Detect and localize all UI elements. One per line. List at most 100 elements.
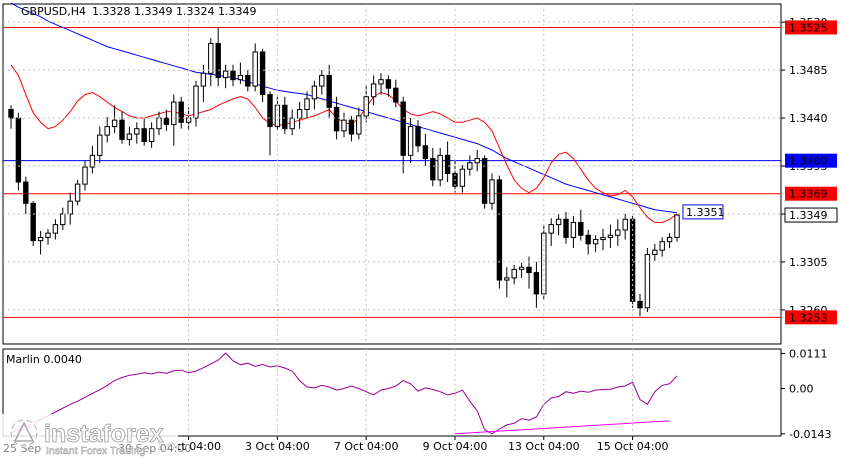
candle-body[interactable] bbox=[504, 277, 510, 281]
candle-body[interactable] bbox=[252, 51, 258, 87]
candle-body[interactable] bbox=[400, 101, 406, 156]
candle-body[interactable] bbox=[496, 179, 503, 281]
candle-body[interactable] bbox=[289, 117, 295, 130]
candle-body[interactable] bbox=[178, 101, 184, 123]
candle-body[interactable] bbox=[67, 200, 73, 215]
candle-body[interactable] bbox=[652, 249, 658, 255]
candle-body[interactable] bbox=[267, 94, 273, 128]
candle-body[interactable] bbox=[60, 213, 66, 226]
candle-body[interactable] bbox=[615, 229, 621, 236]
candle-body[interactable] bbox=[30, 202, 36, 242]
indicator-tick-label: -0.0143 bbox=[789, 428, 831, 441]
time-tick-label: 13 Oct 04:00 bbox=[508, 440, 580, 453]
candle-body[interactable] bbox=[141, 128, 147, 142]
main-price-pane[interactable] bbox=[2, 3, 782, 345]
candle-body[interactable] bbox=[333, 106, 340, 132]
candle-body[interactable] bbox=[489, 179, 495, 204]
candle-body[interactable] bbox=[533, 272, 540, 295]
candle-body[interactable] bbox=[74, 183, 81, 202]
candle-body[interactable] bbox=[82, 166, 88, 185]
candle-body[interactable] bbox=[119, 119, 125, 140]
level-price-label: 1.3369 bbox=[789, 188, 828, 201]
candle-body[interactable] bbox=[607, 234, 614, 238]
candle-body[interactable] bbox=[563, 218, 569, 238]
candle-body[interactable] bbox=[518, 266, 525, 270]
candle-body[interactable] bbox=[259, 51, 266, 96]
candle-body[interactable] bbox=[171, 101, 177, 125]
marlin-oscillator-line bbox=[10, 352, 678, 435]
candle-body[interactable] bbox=[97, 134, 103, 156]
candle-body[interactable] bbox=[674, 214, 680, 238]
candle-body[interactable] bbox=[555, 218, 562, 226]
candle-body[interactable] bbox=[245, 74, 251, 87]
level-price-tag bbox=[785, 20, 837, 35]
slow-moving-average-line bbox=[10, 2, 678, 214]
candle-body[interactable] bbox=[585, 234, 591, 245]
candle-body[interactable] bbox=[370, 83, 377, 98]
candle-body[interactable] bbox=[393, 87, 399, 103]
candle-body[interactable] bbox=[230, 70, 236, 81]
candle-body[interactable] bbox=[437, 154, 443, 181]
candle-body[interactable] bbox=[319, 74, 325, 87]
candle-body[interactable] bbox=[111, 119, 118, 128]
candle-body[interactable] bbox=[156, 117, 162, 130]
candle-body[interactable] bbox=[666, 236, 673, 243]
price-tick-label: 1.3305 bbox=[789, 256, 828, 269]
candle-body[interactable] bbox=[8, 109, 14, 119]
candle-body[interactable] bbox=[474, 158, 480, 164]
time-tick-label: 9 Oct 04:00 bbox=[423, 440, 488, 453]
candle-body[interactable] bbox=[592, 239, 599, 245]
level-price-label: 1.3400 bbox=[789, 155, 828, 168]
candle-body[interactable] bbox=[104, 126, 110, 136]
candle-body[interactable] bbox=[511, 268, 517, 279]
candle-body[interactable] bbox=[541, 232, 547, 295]
candle-body[interactable] bbox=[637, 300, 643, 309]
candle-body[interactable] bbox=[548, 224, 554, 234]
candle-body[interactable] bbox=[659, 241, 665, 251]
candle-body[interactable] bbox=[37, 236, 44, 242]
candle-body[interactable] bbox=[200, 72, 207, 87]
candle-body[interactable] bbox=[134, 128, 140, 135]
watermark: 25 Sep 30 Sep 04:00 instaforex Instant F… bbox=[0, 414, 191, 459]
candle-body[interactable] bbox=[578, 221, 584, 236]
candle-body[interactable] bbox=[481, 158, 488, 204]
candle-body[interactable] bbox=[282, 104, 288, 130]
candle-body[interactable] bbox=[52, 224, 59, 234]
candle-body[interactable] bbox=[600, 236, 606, 241]
candle-body[interactable] bbox=[348, 119, 355, 135]
candle-body[interactable] bbox=[148, 128, 155, 142]
candle-body[interactable] bbox=[526, 266, 532, 274]
candle-body[interactable] bbox=[459, 168, 466, 187]
candle-body[interactable] bbox=[407, 126, 414, 156]
candle-body[interactable] bbox=[237, 74, 244, 81]
candle-body[interactable] bbox=[163, 117, 170, 125]
ohlc-values: 1.3328 1.3349 1.3324 1.3349 bbox=[92, 5, 256, 18]
candle-body[interactable] bbox=[341, 119, 347, 132]
candle-body[interactable] bbox=[422, 145, 429, 160]
candle-body[interactable] bbox=[23, 181, 29, 204]
level-price-label: 1.3253 bbox=[789, 311, 828, 324]
candle-body[interactable] bbox=[304, 98, 310, 111]
candle-body[interactable] bbox=[622, 218, 628, 231]
candle-body[interactable] bbox=[385, 79, 392, 89]
candle-body[interactable] bbox=[356, 115, 362, 135]
candle-body[interactable] bbox=[45, 232, 51, 238]
candle-body[interactable] bbox=[570, 221, 577, 238]
candle-body[interactable] bbox=[296, 109, 303, 119]
candle-body[interactable] bbox=[208, 42, 214, 74]
candle-body[interactable] bbox=[193, 85, 199, 119]
candle-body[interactable] bbox=[326, 74, 332, 108]
candle-body[interactable] bbox=[311, 85, 318, 100]
candle-body[interactable] bbox=[444, 154, 451, 174]
candle-body[interactable] bbox=[15, 117, 22, 183]
candle-body[interactable] bbox=[644, 253, 651, 309]
candle-body[interactable] bbox=[378, 79, 384, 85]
oscillator-trendline[interactable] bbox=[454, 420, 670, 435]
candle-body[interactable] bbox=[89, 154, 96, 168]
candle-body[interactable] bbox=[430, 158, 436, 181]
candle-body[interactable] bbox=[222, 70, 229, 79]
candle-body[interactable] bbox=[415, 126, 421, 147]
candle-body[interactable] bbox=[215, 42, 221, 79]
candle-body[interactable] bbox=[126, 133, 133, 140]
